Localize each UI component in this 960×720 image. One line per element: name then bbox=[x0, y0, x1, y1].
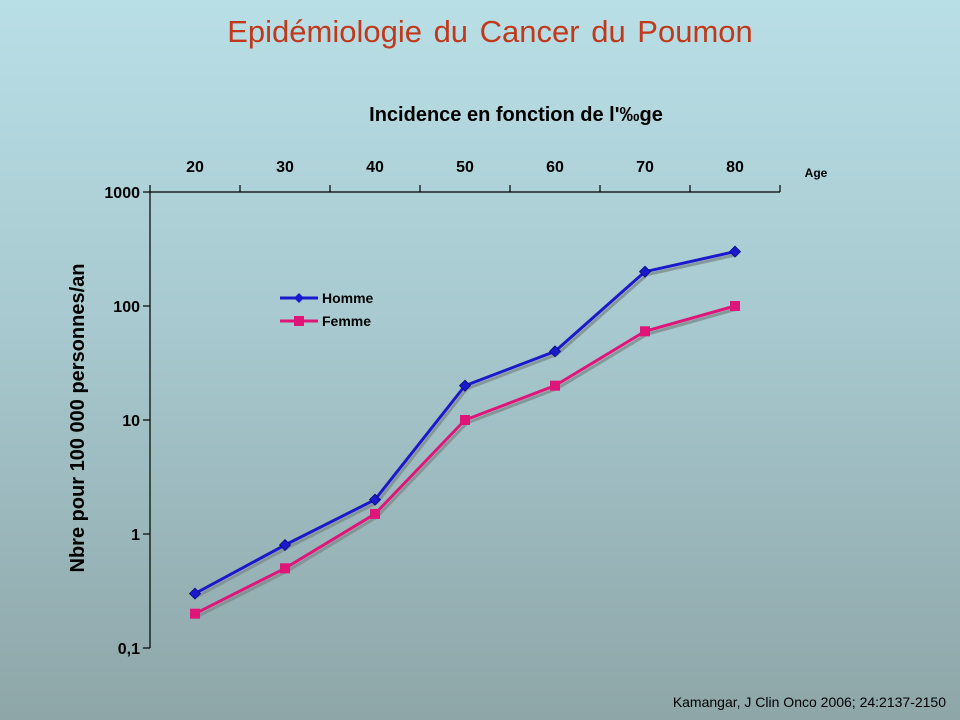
data-point-femme bbox=[640, 326, 650, 337]
x-tick-label: 80 bbox=[726, 159, 744, 176]
slide-title: Epidémiologie du Cancer du Poumon bbox=[227, 14, 753, 49]
data-point-homme bbox=[368, 493, 382, 506]
citation: Kamangar, J Clin Onco 2006; 24:2137-2150 bbox=[672, 694, 946, 710]
legend-marker-homme bbox=[294, 293, 304, 303]
data-point-homme bbox=[458, 379, 472, 392]
data-point-femme bbox=[370, 508, 380, 519]
data-point-femme bbox=[550, 380, 560, 391]
y-axis-title: Nbre pour 100 000 personnes/an bbox=[67, 263, 89, 572]
series-line-femme bbox=[194, 304, 736, 616]
y-tick-label: 0,1 bbox=[118, 641, 140, 658]
data-point-homme bbox=[188, 587, 202, 600]
chart-title: Incidence en fonction de l'‰ge bbox=[369, 104, 663, 126]
x-axis-title: Age bbox=[805, 166, 828, 180]
x-tick-label: 40 bbox=[366, 159, 384, 176]
y-tick-label: 100 bbox=[113, 299, 140, 316]
data-point-homme bbox=[728, 245, 742, 258]
data-point-femme bbox=[460, 415, 470, 425]
x-tick-label: 50 bbox=[456, 159, 474, 176]
x-tick-label: 30 bbox=[276, 159, 294, 176]
y-tick-label: 10 bbox=[122, 413, 140, 430]
x-tick-label: 20 bbox=[186, 159, 204, 176]
data-point-femme bbox=[280, 563, 290, 574]
data-point-homme bbox=[638, 265, 652, 278]
legend-label-femme: Femme bbox=[322, 313, 371, 329]
x-tick-label: 60 bbox=[546, 159, 564, 176]
y-tick-label: 1 bbox=[131, 527, 140, 544]
data-point-femme bbox=[730, 301, 740, 311]
x-tick-label: 70 bbox=[636, 159, 654, 176]
data-point-homme bbox=[278, 538, 292, 552]
legend-label-homme: Homme bbox=[322, 290, 374, 306]
series-shadow bbox=[196, 253, 738, 598]
y-tick-label: 1000 bbox=[104, 185, 140, 202]
data-point-homme bbox=[548, 345, 562, 358]
legend-marker-femme bbox=[294, 316, 304, 326]
data-point-femme bbox=[190, 608, 200, 619]
